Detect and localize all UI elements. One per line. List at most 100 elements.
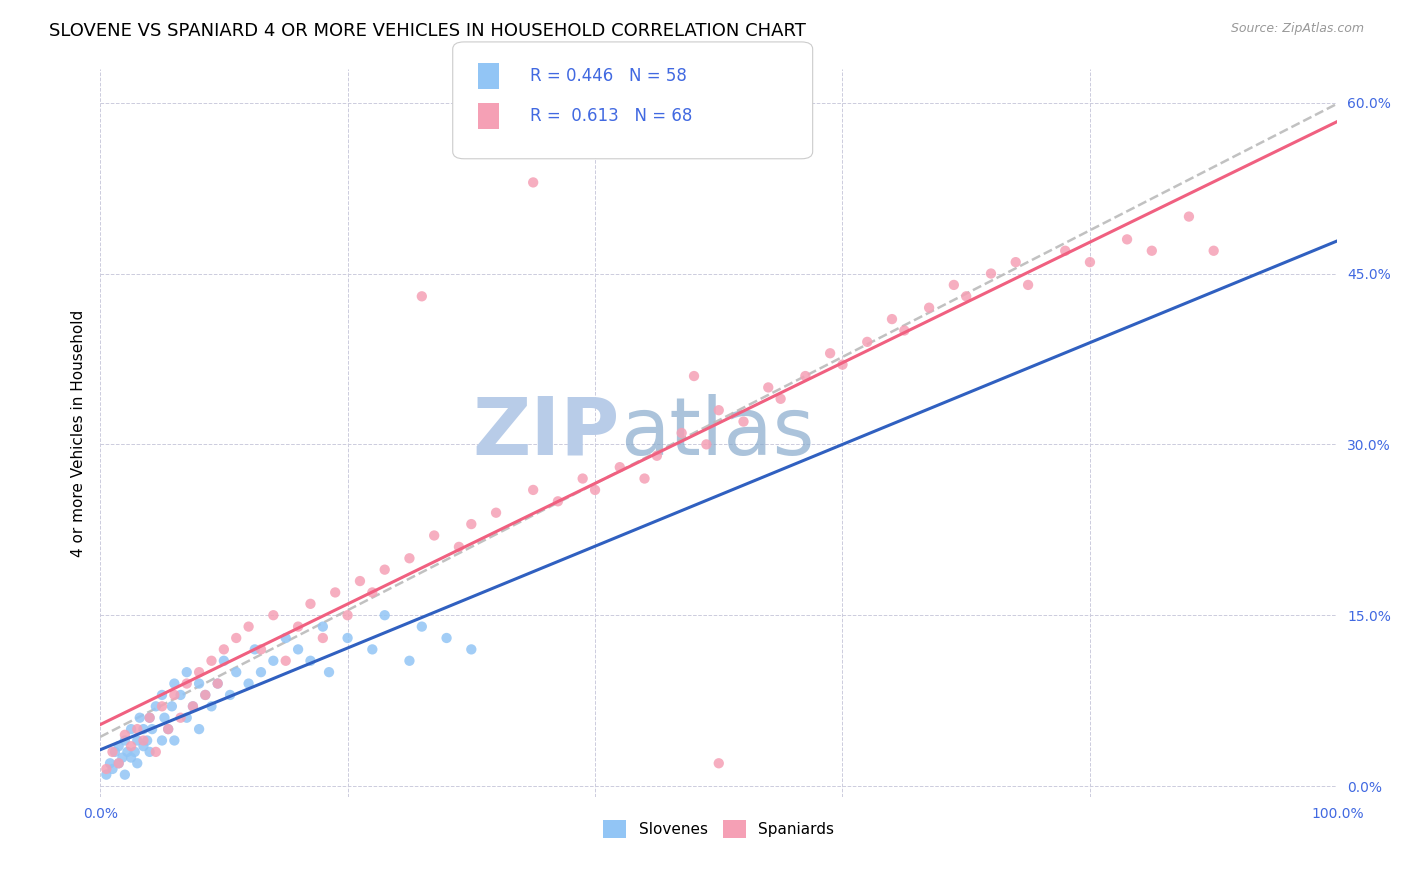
Text: Source: ZipAtlas.com: Source: ZipAtlas.com [1230, 22, 1364, 36]
Point [200, 654, 222, 668]
Text: ZIP: ZIP [472, 394, 620, 472]
Point [733, 415, 755, 429]
Point [153, 711, 176, 725]
Point [250, 665, 273, 680]
Point [756, 380, 779, 394]
Point [96, 767, 118, 781]
Point [169, 711, 191, 725]
Point [160, 699, 183, 714]
Point [769, 392, 792, 406]
Point [150, 688, 173, 702]
Point [194, 688, 217, 702]
Point [96, 762, 118, 776]
Point [1004, 255, 1026, 269]
Point [238, 676, 260, 690]
Point [633, 471, 655, 485]
Point [150, 733, 173, 747]
Point [200, 699, 222, 714]
Point [141, 722, 163, 736]
Point [250, 642, 273, 657]
Point [127, 756, 149, 771]
Point [188, 722, 211, 736]
Point [114, 728, 136, 742]
Point [411, 619, 433, 633]
Point [138, 711, 160, 725]
Point [107, 739, 129, 754]
Point [225, 631, 247, 645]
Point [127, 722, 149, 736]
Point [336, 608, 359, 623]
Point [145, 745, 167, 759]
Point [955, 289, 977, 303]
Point [124, 745, 146, 759]
Point [707, 403, 730, 417]
Point [695, 437, 717, 451]
Point [132, 722, 155, 736]
Point [361, 585, 384, 599]
Point [262, 608, 284, 623]
Point [157, 722, 180, 736]
Point [547, 494, 569, 508]
Point [485, 506, 508, 520]
Point [522, 483, 544, 497]
Point [436, 631, 458, 645]
Point [138, 711, 160, 725]
Point [318, 665, 340, 680]
Point [942, 277, 965, 292]
Point [918, 301, 941, 315]
Point [274, 654, 297, 668]
Point [1140, 244, 1163, 258]
Point [274, 631, 297, 645]
Point [312, 631, 335, 645]
Point [336, 631, 359, 645]
Point [447, 540, 470, 554]
Point [207, 676, 229, 690]
Legend: Slovenes, Spaniards: Slovenes, Spaniards [598, 814, 841, 845]
Point [181, 699, 204, 714]
Point [856, 334, 879, 349]
Point [1078, 255, 1101, 269]
Point [207, 676, 229, 690]
Point [104, 745, 127, 759]
Point [299, 597, 322, 611]
Point [163, 688, 186, 702]
Point [120, 722, 142, 736]
Point [818, 346, 841, 360]
Point [212, 642, 235, 657]
Point [176, 676, 198, 690]
Point [101, 762, 124, 776]
Point [136, 733, 159, 747]
Point [107, 756, 129, 771]
Point [127, 733, 149, 747]
Point [163, 733, 186, 747]
Point [169, 688, 191, 702]
Point [176, 665, 198, 680]
Text: R = 0.446   N = 58: R = 0.446 N = 58 [530, 67, 688, 85]
Point [107, 756, 129, 771]
Point [312, 619, 335, 633]
Point [120, 750, 142, 764]
Text: R =  0.613   N = 68: R = 0.613 N = 68 [530, 107, 692, 125]
Point [398, 551, 420, 566]
Point [157, 722, 180, 736]
Point [188, 676, 211, 690]
Point [98, 756, 121, 771]
Point [117, 745, 139, 759]
Point [132, 733, 155, 747]
Point [243, 642, 266, 657]
Point [225, 665, 247, 680]
Point [238, 619, 260, 633]
Point [176, 711, 198, 725]
Point [188, 665, 211, 680]
Point [398, 654, 420, 668]
Point [880, 312, 903, 326]
Point [1017, 277, 1039, 292]
Point [374, 563, 396, 577]
Point [194, 688, 217, 702]
Point [323, 585, 346, 599]
Y-axis label: 4 or more Vehicles in Household: 4 or more Vehicles in Household [72, 310, 86, 557]
Point [101, 745, 124, 759]
Point [120, 739, 142, 754]
Point [287, 642, 309, 657]
Point [571, 471, 593, 485]
